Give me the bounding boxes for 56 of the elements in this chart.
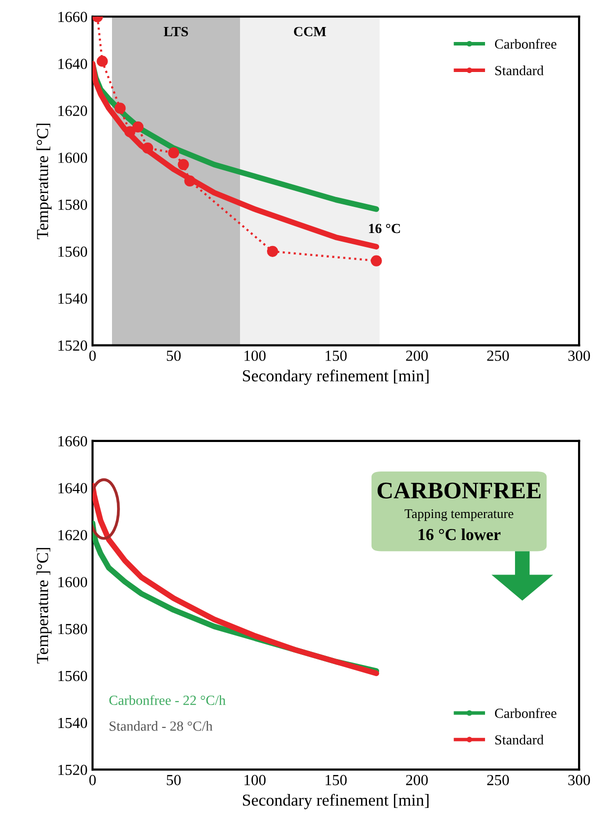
- legend-label: Standard: [495, 66, 544, 76]
- x-tick-label: 50: [166, 774, 181, 786]
- x-tick-label: 300: [568, 350, 590, 361]
- y-tick-label: 1540: [58, 718, 88, 728]
- point: [142, 142, 154, 154]
- y-tick-label: 1520: [58, 764, 88, 776]
- y-tick-label: 1640: [58, 58, 88, 70]
- x-tick-label: 0: [89, 350, 96, 361]
- annotation: CARBONFREE: [378, 482, 541, 499]
- y-tick-label: 1600: [58, 152, 88, 163]
- band-label: LTS: [164, 26, 188, 36]
- y-tick-label: 1560: [58, 670, 88, 682]
- point: [114, 102, 126, 114]
- y-tick-label: 1520: [58, 340, 88, 351]
- point: [370, 255, 382, 266]
- y-tick-label: 1660: [58, 12, 88, 22]
- y-tick-label: 1600: [58, 576, 88, 588]
- point: [178, 158, 189, 170]
- x-tick-label: 250: [487, 774, 509, 786]
- x-tick-label: 200: [406, 774, 428, 786]
- y-tick-label: 1620: [58, 530, 88, 540]
- band-label: CCM: [294, 26, 326, 36]
- legend-label: Carbonfree: [494, 708, 556, 718]
- x-tick-label: 50: [166, 350, 181, 361]
- y-tick-label: 1560: [58, 246, 88, 257]
- x-axis-title: Secondary refinement [min]: [242, 370, 429, 385]
- point: [132, 121, 144, 133]
- x-tick-label: 250: [487, 350, 509, 361]
- point: [96, 56, 108, 67]
- point: [124, 126, 136, 138]
- y-axis-title: Temperature ]°C]: [36, 548, 52, 664]
- legend-label: Carbonfree: [494, 38, 556, 49]
- x-tick-label: 200: [406, 350, 428, 361]
- annotation: Carbonfree - 22 °C/h: [109, 695, 226, 705]
- annotation: 16 °C: [369, 224, 400, 234]
- point: [168, 147, 180, 158]
- y-tick-label: 1580: [58, 624, 88, 634]
- annotation: 16 °C lower: [418, 528, 500, 540]
- y-tick-label: 1540: [58, 293, 88, 304]
- point: [184, 175, 196, 187]
- x-tick-label: 300: [568, 774, 590, 786]
- y-tick-label: 1640: [58, 483, 88, 494]
- legend-label: Standard: [495, 734, 544, 745]
- x-tick-label: 100: [244, 774, 266, 786]
- x-tick-label: 150: [326, 350, 347, 361]
- x-tick-label: 150: [326, 774, 347, 786]
- annotation: Standard - 28 °C/h: [110, 721, 212, 731]
- y-tick-label: 1660: [58, 436, 88, 446]
- y-tick-label: 1620: [58, 106, 88, 116]
- x-axis-title: Secondary refinement [min]: [242, 794, 429, 810]
- x-tick-label: 0: [89, 774, 96, 786]
- annotation: Tapping temperature: [404, 509, 514, 521]
- x-tick-label: 100: [244, 350, 266, 361]
- y-axis-title: Temperature [°C]: [36, 124, 52, 240]
- y-tick-label: 1580: [58, 200, 88, 210]
- point: [267, 246, 278, 257]
